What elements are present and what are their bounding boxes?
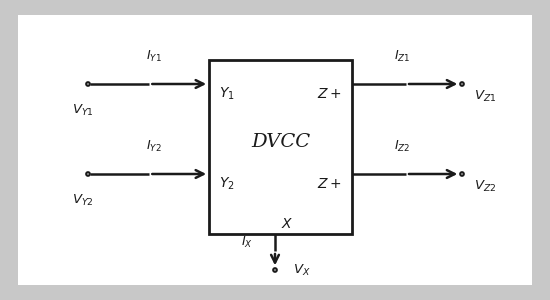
Text: $V_{Y1}$: $V_{Y1}$ xyxy=(72,102,94,118)
Circle shape xyxy=(273,268,277,272)
Text: $I_X$: $I_X$ xyxy=(241,235,253,250)
Text: $X$: $X$ xyxy=(281,217,293,231)
Text: DVCC: DVCC xyxy=(251,133,310,151)
Bar xyxy=(209,60,352,234)
Text: $Z+$: $Z+$ xyxy=(317,87,342,101)
Circle shape xyxy=(460,82,464,86)
Text: $I_{Z2}$: $I_{Z2}$ xyxy=(394,139,410,154)
Text: $V_X$: $V_X$ xyxy=(293,262,311,278)
Circle shape xyxy=(86,172,90,176)
Text: $I_{Z1}$: $I_{Z1}$ xyxy=(394,49,410,64)
Text: $Y_1$: $Y_1$ xyxy=(219,86,235,102)
Text: $I_{Y1}$: $I_{Y1}$ xyxy=(146,49,161,64)
Text: $V_{Z2}$: $V_{Z2}$ xyxy=(474,178,496,194)
Text: $Y_2$: $Y_2$ xyxy=(219,176,235,192)
Text: $V_{Y2}$: $V_{Y2}$ xyxy=(72,193,94,208)
Text: $V_{Z1}$: $V_{Z1}$ xyxy=(474,88,497,104)
Circle shape xyxy=(460,172,464,176)
Text: $I_{Y2}$: $I_{Y2}$ xyxy=(146,139,161,154)
Circle shape xyxy=(86,82,90,86)
Text: $Z+$: $Z+$ xyxy=(317,177,342,191)
